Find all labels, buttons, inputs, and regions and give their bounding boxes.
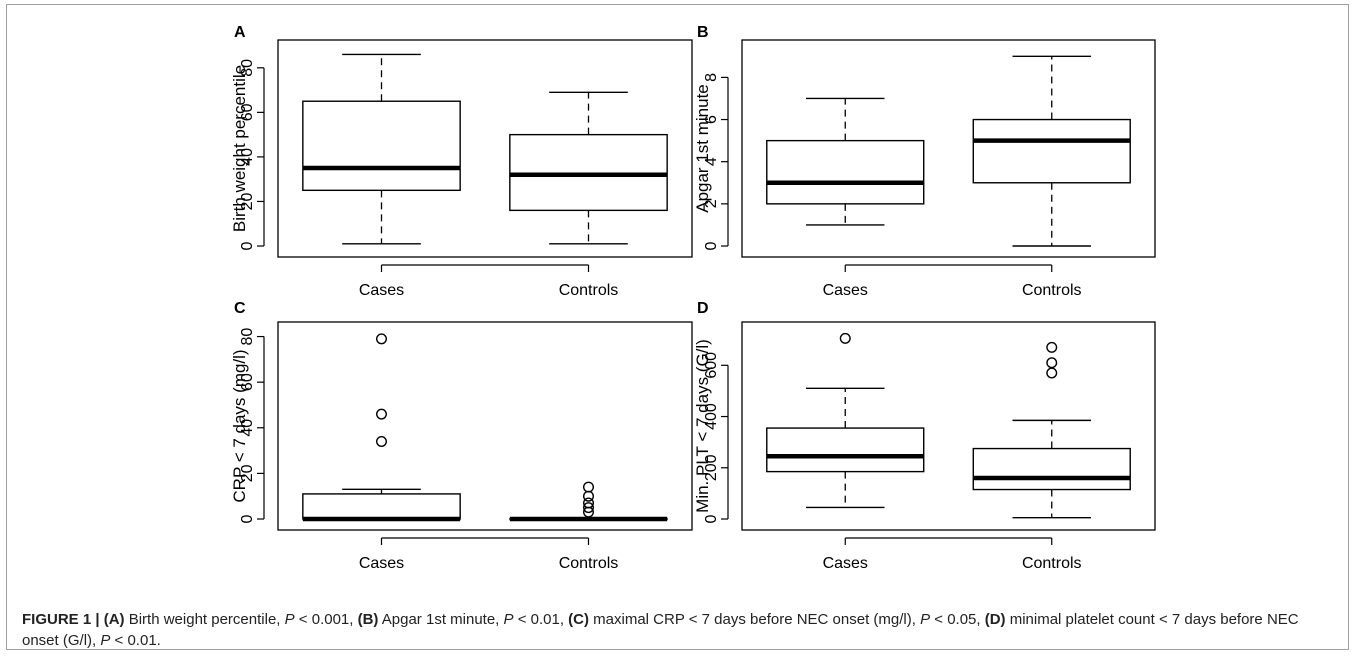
outlier-point [584, 482, 594, 492]
panel-letter-A: A [234, 24, 246, 41]
box-iqr [973, 120, 1130, 183]
outlier-point [1047, 358, 1057, 368]
y-tick-label: 0 [703, 241, 720, 250]
y-axis-label: Apgar 1st minute [693, 84, 712, 213]
caption-part: P [920, 611, 930, 628]
box-iqr [303, 101, 460, 190]
caption-part: maximal CRP < 7 days before NEC onset (m… [589, 611, 920, 628]
outlier-point [377, 437, 387, 447]
panel-letter-C: C [234, 300, 246, 317]
caption-part: < 0.001, [295, 611, 358, 628]
y-axis-label: CRP < 7 days (mg/l) [230, 349, 249, 502]
box-iqr [973, 449, 1130, 490]
x-tick-label: Cases [823, 555, 868, 572]
outlier-point [840, 334, 850, 344]
panel-letter-D: D [697, 300, 709, 317]
caption-part: (D) [985, 611, 1006, 628]
y-tick-label: 0 [239, 241, 256, 250]
y-tick-label: 0 [239, 514, 256, 523]
plot-frame-D [742, 322, 1155, 530]
figure-caption: FIGURE 1 | (A) Birth weight percentile, … [22, 609, 1322, 651]
caption-part: < 0.01. [110, 632, 160, 649]
box-iqr [767, 428, 924, 472]
y-tick-label: 0 [703, 514, 720, 523]
x-tick-label: Cases [359, 555, 404, 572]
outlier-point [1047, 368, 1057, 378]
caption-part: (A) [104, 611, 125, 628]
caption-part: P [100, 632, 110, 649]
x-tick-label: Cases [359, 282, 404, 299]
caption-part: Apgar 1st minute, [378, 611, 503, 628]
box-iqr [767, 141, 924, 204]
x-tick-label: Cases [823, 282, 868, 299]
x-tick-label: Controls [559, 282, 619, 299]
outlier-point [584, 491, 594, 501]
x-tick-label: Controls [1022, 555, 1082, 572]
y-axis-label: Min. PLT < 7 days (G/l) [693, 339, 712, 513]
box-iqr [303, 494, 460, 519]
caption-part: P [285, 611, 295, 628]
caption-part: FIGURE 1 | [22, 611, 104, 628]
y-axis-label: Birth weight percentile [230, 65, 249, 232]
outlier-point [377, 409, 387, 419]
x-tick-label: Controls [559, 555, 619, 572]
caption-part: (B) [358, 611, 379, 628]
y-tick-label: 80 [239, 328, 256, 346]
caption-part: < 0.05, [930, 611, 985, 628]
x-tick-label: Controls [1022, 282, 1082, 299]
caption-part: Birth weight percentile, [125, 611, 285, 628]
outlier-point [377, 334, 387, 344]
panel-letter-B: B [697, 24, 709, 41]
y-tick-label: 8 [703, 73, 720, 82]
caption-part: < 0.01, [514, 611, 569, 628]
caption-part: (C) [568, 611, 589, 628]
outlier-point [1047, 343, 1057, 353]
caption-part: P [504, 611, 514, 628]
